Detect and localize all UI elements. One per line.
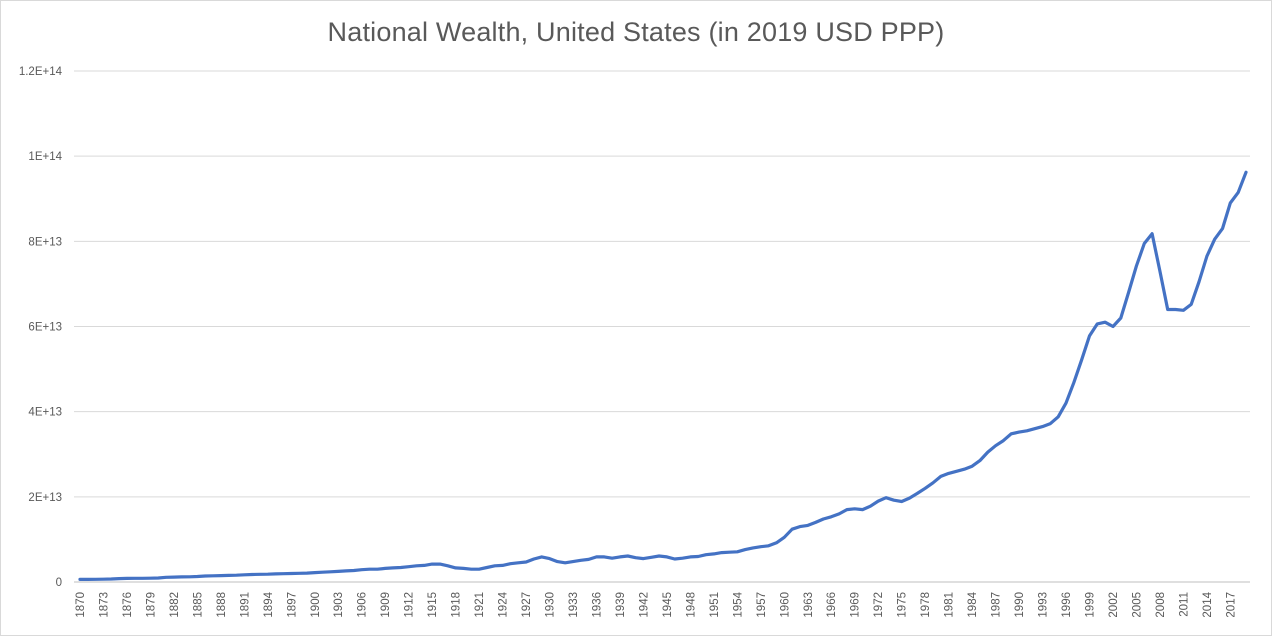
x-tick-label: 1990 (1014, 592, 1026, 618)
x-tick-label: 1951 (709, 592, 721, 618)
y-axis-ticks: 0 2E+13 4E+13 6E+13 8E+13 1E+14 1.2E+14 (19, 66, 63, 589)
x-tick-label: 1978 (920, 592, 932, 618)
y-tick-label: 8E+13 (28, 236, 62, 248)
x-tick-label: 1870 (75, 592, 87, 618)
x-tick-label: 1912 (404, 592, 416, 618)
series-lines (80, 172, 1246, 579)
x-axis-ticks: 1870 1873 1876 1879 1882 1885 1888 1891 1894 1897… (75, 591, 1237, 617)
x-tick-label: 1972 (873, 592, 885, 618)
x-tick-label: 1921 (474, 592, 486, 618)
x-tick-label: 1918 (451, 592, 463, 618)
x-tick-label: 1999 (1084, 592, 1096, 618)
x-tick-label: 1954 (732, 591, 744, 617)
x-tick-label: 1915 (427, 592, 439, 618)
x-tick-label: 1879 (145, 592, 157, 618)
x-tick-label: 1933 (568, 592, 580, 618)
x-tick-label: 1969 (850, 592, 862, 618)
x-tick-label: 1975 (897, 592, 909, 618)
x-tick-label: 1882 (169, 592, 181, 618)
x-tick-label: 1897 (286, 592, 298, 618)
x-tick-label: 1963 (803, 592, 815, 618)
x-tick-label: 1891 (239, 592, 251, 618)
y-tick-label: 1.2E+14 (19, 66, 63, 78)
x-tick-label: 2014 (1202, 591, 1214, 617)
series-line (80, 172, 1246, 579)
x-tick-label: 1894 (263, 591, 275, 617)
x-tick-label: 2017 (1225, 592, 1237, 618)
x-tick-label: 2008 (1155, 592, 1167, 618)
x-tick-label: 1873 (98, 592, 110, 618)
x-tick-label: 1948 (685, 592, 697, 618)
x-tick-label: 1885 (192, 592, 204, 618)
y-tick-label: 1E+14 (28, 151, 62, 163)
x-tick-label: 1981 (944, 592, 956, 618)
x-tick-label: 1927 (521, 592, 533, 618)
x-tick-label: 2005 (1131, 592, 1143, 618)
y-tick-label: 2E+13 (28, 492, 62, 504)
x-tick-label: 1942 (638, 592, 650, 618)
x-tick-label: 2002 (1108, 592, 1120, 618)
x-tick-label: 1909 (380, 592, 392, 618)
gridlines (74, 71, 1250, 497)
x-tick-label: 1924 (498, 591, 510, 617)
x-tick-label: 1930 (545, 592, 557, 618)
x-tick-label: 1900 (310, 592, 322, 618)
x-tick-label: 1945 (662, 592, 674, 618)
x-tick-label: 2011 (1178, 592, 1190, 617)
x-tick-label: 1876 (122, 592, 134, 618)
x-tick-label: 1966 (826, 592, 838, 618)
x-tick-label: 1996 (1061, 592, 1073, 618)
x-tick-label: 1984 (967, 591, 979, 617)
x-tick-label: 1903 (333, 592, 345, 618)
y-tick-label: 6E+13 (28, 322, 62, 334)
y-tick-label: 0 (56, 577, 62, 589)
y-tick-label: 4E+13 (28, 407, 62, 419)
x-tick-label: 1960 (779, 592, 791, 618)
x-tick-label: 1888 (216, 592, 228, 618)
x-tick-label: 1987 (991, 592, 1003, 618)
x-tick-label: 1906 (357, 592, 369, 618)
x-tick-label: 1993 (1038, 592, 1050, 618)
x-tick-label: 1936 (591, 592, 603, 618)
x-tick-label: 1939 (615, 592, 627, 618)
x-tick-label: 1957 (756, 592, 768, 618)
